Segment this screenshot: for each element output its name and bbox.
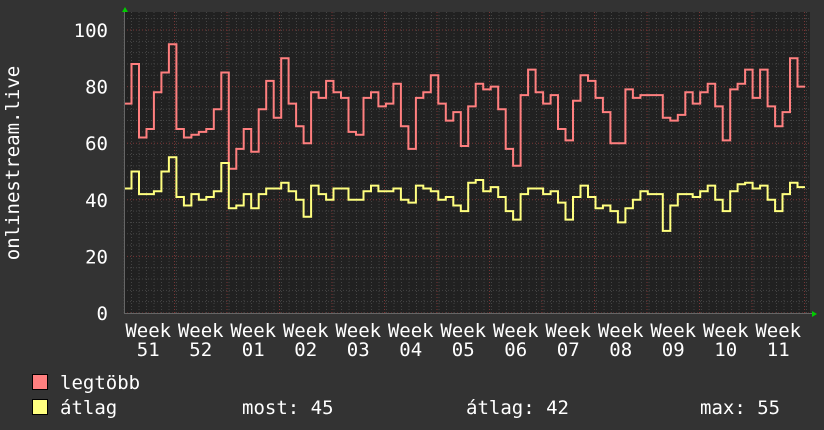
legend-item-max: legtöbb (32, 372, 140, 394)
x-tick-label: Week 06 (493, 320, 539, 361)
y-axis-label: onlinestream.live (2, 66, 24, 260)
y-tick-label: 80 (85, 77, 108, 99)
x-tick-label: Week 11 (755, 320, 801, 361)
legend-swatch-max (32, 374, 48, 390)
plot-background (124, 12, 810, 313)
legend-label-avg: átlag (60, 397, 118, 419)
stat-avg: átlag: 42 (466, 397, 569, 419)
x-tick-label: Week 10 (703, 320, 749, 361)
stat-max: max: 55 (700, 397, 781, 419)
legend-label-max: legtöbb (60, 372, 141, 394)
y-tick-label: 60 (85, 133, 108, 155)
y-tick-label: 20 (85, 246, 108, 268)
x-tick-label: Week 51 (125, 320, 171, 361)
series-lines (124, 43, 805, 232)
y-tick-label: 100 (74, 20, 108, 42)
legend-item-avg: átlag (32, 397, 117, 419)
x-axis-arrow-icon (812, 311, 817, 317)
x-tick-label: Week 02 (283, 320, 329, 361)
legend-swatch-avg (32, 399, 48, 415)
x-tick-label: Week 01 (230, 320, 276, 361)
series-line-avg (124, 156, 805, 232)
x-tick-label: Week 04 (388, 320, 434, 361)
stat-now: most: 45 (242, 397, 334, 419)
x-tick-label: Week 07 (545, 320, 591, 361)
y-axis-arrow-icon (122, 7, 128, 12)
x-tick-label: Week 52 (178, 320, 224, 361)
y-tick-label: 40 (85, 190, 108, 212)
x-tick-label: Week 09 (650, 320, 696, 361)
x-tick-label: Week 03 (335, 320, 381, 361)
x-tick-label: Week 05 (440, 320, 486, 361)
x-tick-label: Week 08 (598, 320, 644, 361)
y-tick-label: 0 (97, 303, 108, 325)
series-line-max (124, 43, 805, 170)
